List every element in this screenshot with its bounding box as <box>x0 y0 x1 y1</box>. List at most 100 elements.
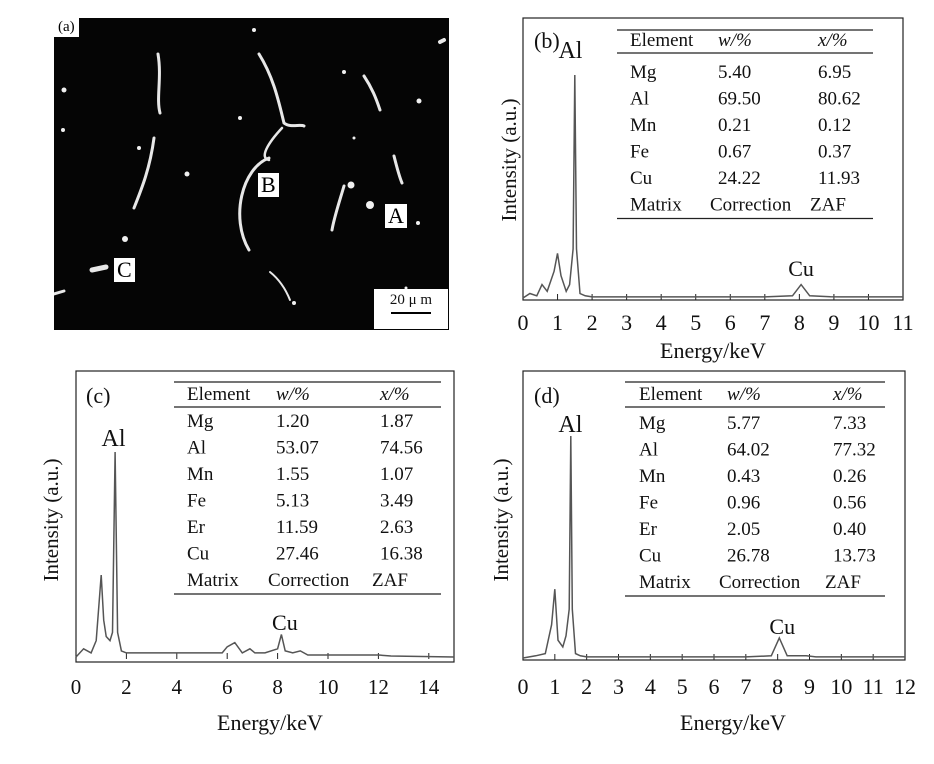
x-tick-label-d: 0 <box>518 674 529 699</box>
table-cell-d: Mg <box>639 413 666 434</box>
table-cell-d: 0.40 <box>833 519 866 540</box>
table-cell-b: 11.93 <box>818 168 860 189</box>
table-cell-c: 1.20 <box>276 411 309 432</box>
table-cell-c: Al <box>187 438 206 459</box>
x-tick-label-c: 2 <box>121 675 132 699</box>
table-cell-b: 0.21 <box>718 115 751 136</box>
xlabel-d: Energy/keV <box>680 710 786 735</box>
spectrum-line-b <box>522 74 903 299</box>
x-tick-label-b: 9 <box>828 310 839 335</box>
table-footer-cell-d: ZAF <box>825 572 861 593</box>
table-header-c: w/% <box>276 384 310 405</box>
peak-label-al-b: Al <box>558 38 582 64</box>
chart-c: (c) Intensity (a.u.) Energy/keV 0 2 4 6 8 10 1… <box>39 370 455 735</box>
table-cell-c: Mg <box>187 411 214 432</box>
table-cell-c: 1.87 <box>380 411 413 432</box>
table-cell-b: 69.50 <box>718 89 761 110</box>
table-cell-c: Cu <box>187 544 210 565</box>
table-cell-b: 80.62 <box>818 89 861 110</box>
table-cell-b: Al <box>630 89 649 110</box>
table-cell-d: 5.77 <box>727 413 760 434</box>
x-tick-label-d: 5 <box>677 674 688 699</box>
table-cell-b: 0.37 <box>818 142 851 163</box>
table-footer-cell-c: Correction <box>268 570 350 591</box>
x-tick-label-d: 2 <box>581 674 592 699</box>
table-cell-b: 6.95 <box>818 62 851 83</box>
table-header-d: Element <box>639 384 703 405</box>
table-cell-c: Fe <box>187 491 206 512</box>
plot-frame-c <box>75 370 455 663</box>
table-cell-c: Mn <box>187 464 214 485</box>
ylabel-b: Intensity (a.u.) <box>497 98 521 221</box>
x-tick-label-b: 4 <box>656 310 667 335</box>
table-cell-d: 0.26 <box>833 466 866 487</box>
table-cell-d: Er <box>639 519 658 540</box>
table-cell-b: 0.12 <box>818 115 851 136</box>
x-tick-label-b: 10 <box>857 310 879 335</box>
table-cell-b: 24.22 <box>718 168 761 189</box>
table-cell-b: Cu <box>630 168 653 189</box>
ylabel-d: Intensity (a.u.) <box>489 458 513 581</box>
table-cell-c: 16.38 <box>380 544 423 565</box>
table-cell-c: 53.07 <box>276 438 319 459</box>
table-cell-d: Cu <box>639 546 662 567</box>
table-cell-b: Mg <box>630 62 657 83</box>
table-header-c: x/% <box>379 384 410 405</box>
table-cell-c: 5.13 <box>276 491 309 512</box>
table-footer-cell-d: Correction <box>719 572 801 593</box>
point-label-b: B <box>258 173 279 197</box>
x-tick-label-b: 2 <box>587 310 598 335</box>
ylabel-c: Intensity (a.u.) <box>39 458 63 581</box>
x-tick-label-d: 7 <box>740 674 751 699</box>
scale-bar-label: 20 μ m <box>389 292 433 308</box>
table-cell-c: 2.63 <box>380 517 413 538</box>
plot-frame-b <box>522 17 904 301</box>
table-cell-b: Mn <box>630 115 657 136</box>
table-footer-cell-c: Matrix <box>187 570 239 591</box>
peak-label-cu-d: Cu <box>769 614 795 639</box>
table-header-b: Element <box>630 30 694 51</box>
table-cell-d: 77.32 <box>833 440 876 461</box>
x-tick-label-b: 0 <box>518 310 529 335</box>
x-tick-label-d: 12 <box>894 674 916 699</box>
x-tick-label-d: 9 <box>804 674 815 699</box>
panel-label-c: (c) <box>86 383 110 408</box>
x-tick-label-c: 10 <box>318 675 339 699</box>
table-footer-cell-c: ZAF <box>372 570 408 591</box>
table-cell-c: 74.56 <box>380 438 423 459</box>
x-tick-label-c: 6 <box>222 675 233 699</box>
x-tick-label-d: 8 <box>772 674 783 699</box>
x-tick-label-d: 4 <box>645 674 656 699</box>
x-tick-label-d: 6 <box>709 674 720 699</box>
xlabel-c: Energy/keV <box>217 710 323 735</box>
table-cell-d: Mn <box>639 466 666 487</box>
x-tick-label-c: 0 <box>71 675 82 699</box>
x-tick-label-d: 11 <box>863 674 884 699</box>
table-cell-c: 27.46 <box>276 544 319 565</box>
table-cell-b: 5.40 <box>718 62 751 83</box>
x-tick-label-d: 1 <box>549 674 560 699</box>
peak-label-cu-b: Cu <box>788 256 814 281</box>
spectrum-line-d <box>522 435 905 659</box>
table-header-d: w/% <box>727 384 761 405</box>
spectrum-line-c <box>75 451 455 658</box>
table-cell-d: 26.78 <box>727 546 770 567</box>
table-footer-cell-b: Matrix <box>630 195 682 216</box>
panel-label-b: (b) <box>534 28 560 53</box>
table-cell-d: Fe <box>639 493 658 514</box>
peak-label-al-d: Al <box>558 412 582 438</box>
table-cell-d: 2.05 <box>727 519 760 540</box>
x-tick-label-b: 8 <box>794 310 805 335</box>
x-tick-label-c: 12 <box>368 675 389 699</box>
table-footer-cell-b: ZAF <box>810 195 846 216</box>
table-cell-b: Fe <box>630 142 649 163</box>
point-label-c: C <box>114 258 135 282</box>
x-tick-label-b: 1 <box>552 310 563 335</box>
table-cell-d: 13.73 <box>833 546 876 567</box>
sem-features <box>54 28 446 305</box>
table-footer-cell-d: Matrix <box>639 572 691 593</box>
table-header-b: x/% <box>817 30 848 51</box>
